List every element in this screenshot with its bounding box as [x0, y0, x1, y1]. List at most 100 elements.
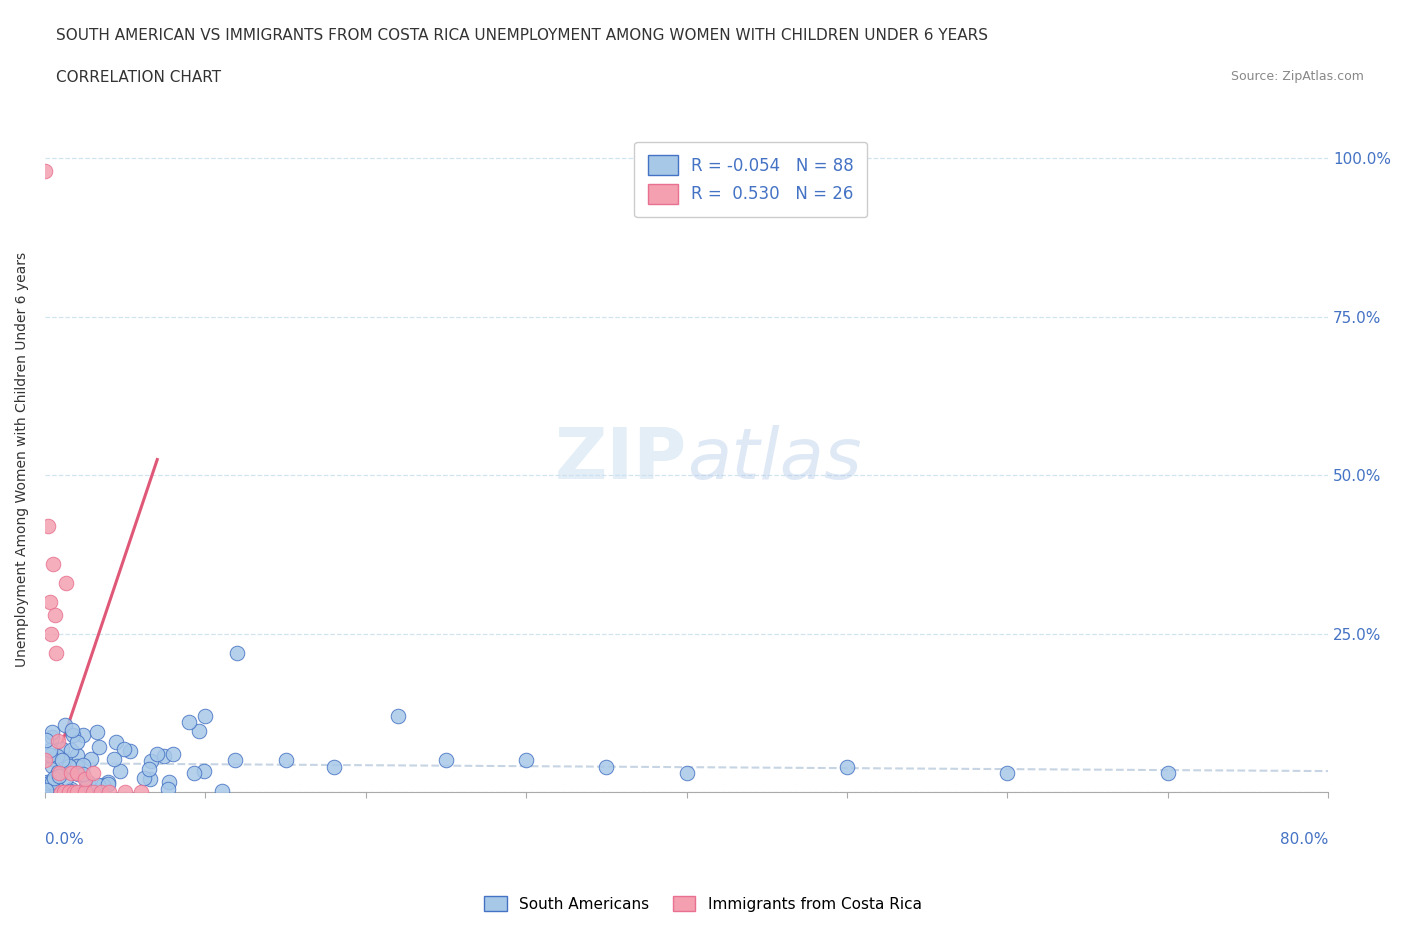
Point	[66, 760, 89, 775]
Point	[46, 764, 69, 779]
Point	[53, 785, 76, 800]
Point	[60, 723, 83, 737]
Point	[42, 781, 65, 796]
Point	[58, 759, 80, 774]
Point	[162, 747, 184, 762]
Text: 80.0%: 80.0%	[1279, 831, 1329, 847]
Point	[387, 709, 409, 724]
Point	[53, 752, 76, 767]
Point	[274, 752, 297, 767]
Point	[46, 768, 69, 783]
Point	[44, 607, 66, 622]
Point	[38, 594, 60, 609]
Point	[72, 758, 94, 773]
Point	[179, 715, 201, 730]
Point	[75, 785, 97, 800]
Point	[67, 764, 90, 778]
Point	[37, 518, 59, 533]
Point	[51, 752, 73, 767]
Point	[46, 767, 69, 782]
Point	[995, 765, 1018, 780]
Point	[132, 770, 155, 785]
Point	[103, 751, 125, 766]
Point	[97, 777, 120, 791]
Point	[146, 747, 169, 762]
Text: atlas: atlas	[686, 425, 862, 494]
Point	[66, 766, 89, 781]
Point	[86, 777, 108, 792]
Legend: R = -0.054   N = 88, R =  0.530   N = 26: R = -0.054 N = 88, R = 0.530 N = 26	[634, 141, 868, 218]
Point	[35, 782, 58, 797]
Point	[194, 709, 217, 724]
Point	[77, 775, 100, 790]
Point	[42, 556, 65, 571]
Point	[91, 777, 114, 792]
Point	[39, 773, 62, 788]
Point	[66, 759, 89, 774]
Point	[46, 749, 69, 764]
Point	[55, 576, 77, 591]
Point	[39, 782, 62, 797]
Point	[55, 717, 77, 732]
Point	[62, 727, 84, 742]
Point	[35, 781, 58, 796]
Point	[37, 777, 59, 792]
Point	[82, 785, 104, 800]
Point	[42, 751, 65, 766]
Point	[97, 775, 120, 790]
Point	[82, 765, 104, 780]
Point	[59, 743, 82, 758]
Point	[515, 752, 537, 767]
Point	[80, 751, 103, 766]
Point	[41, 759, 63, 774]
Point	[675, 765, 697, 780]
Point	[87, 740, 110, 755]
Y-axis label: Unemployment Among Women with Children Under 6 years: Unemployment Among Women with Children U…	[15, 252, 30, 667]
Point	[108, 764, 131, 778]
Point	[35, 733, 58, 748]
Point	[60, 781, 83, 796]
Point	[193, 764, 215, 779]
Point	[183, 765, 205, 780]
Point	[72, 728, 94, 743]
Point	[211, 784, 233, 799]
Point	[75, 780, 97, 795]
Point	[63, 785, 86, 800]
Point	[66, 765, 89, 780]
Point	[114, 741, 136, 756]
Legend: South Americans, Immigrants from Costa Rica: South Americans, Immigrants from Costa R…	[478, 889, 928, 918]
Point	[141, 753, 163, 768]
Point	[224, 753, 246, 768]
Point	[139, 771, 162, 786]
Text: Source: ZipAtlas.com: Source: ZipAtlas.com	[1230, 70, 1364, 83]
Point	[42, 770, 65, 785]
Text: 0.0%: 0.0%	[45, 831, 84, 847]
Point	[55, 770, 77, 785]
Point	[35, 775, 58, 790]
Point	[59, 765, 82, 780]
Point	[157, 775, 180, 790]
Point	[104, 734, 127, 749]
Point	[41, 729, 63, 744]
Point	[35, 783, 58, 798]
Point	[129, 785, 152, 800]
Point	[46, 734, 69, 749]
Text: CORRELATION CHART: CORRELATION CHART	[56, 70, 221, 85]
Point	[34, 752, 56, 767]
Point	[38, 743, 60, 758]
Point	[49, 765, 72, 780]
Point	[38, 776, 60, 790]
Point	[48, 768, 70, 783]
Point	[89, 784, 111, 799]
Point	[118, 743, 141, 758]
Point	[46, 782, 69, 797]
Point	[48, 765, 70, 780]
Point	[114, 785, 136, 800]
Point	[434, 752, 457, 767]
Point	[90, 785, 112, 800]
Point	[51, 741, 73, 756]
Point	[34, 164, 56, 179]
Point	[322, 759, 344, 774]
Point	[98, 785, 121, 800]
Point	[41, 775, 63, 790]
